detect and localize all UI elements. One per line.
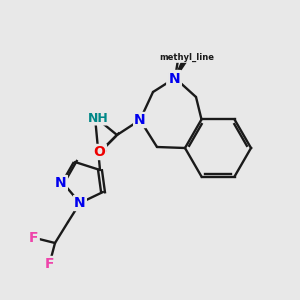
Text: N: N <box>55 176 67 190</box>
Text: N: N <box>167 71 179 85</box>
Text: N: N <box>74 196 86 210</box>
Text: N: N <box>169 72 181 86</box>
Text: F: F <box>45 257 55 271</box>
Text: O: O <box>93 145 105 159</box>
Text: N: N <box>134 113 146 127</box>
Text: F: F <box>45 257 55 271</box>
Text: N: N <box>55 176 67 190</box>
Text: methyl: methyl <box>161 52 199 62</box>
Text: methyl_line: methyl_line <box>160 52 214 62</box>
Text: N: N <box>74 196 86 210</box>
Text: F: F <box>28 231 38 245</box>
Text: NH: NH <box>88 112 108 124</box>
Text: O: O <box>94 145 106 159</box>
Text: N: N <box>169 71 181 85</box>
Text: N: N <box>134 113 146 127</box>
Text: NH: NH <box>87 110 107 124</box>
Text: F: F <box>29 231 39 245</box>
